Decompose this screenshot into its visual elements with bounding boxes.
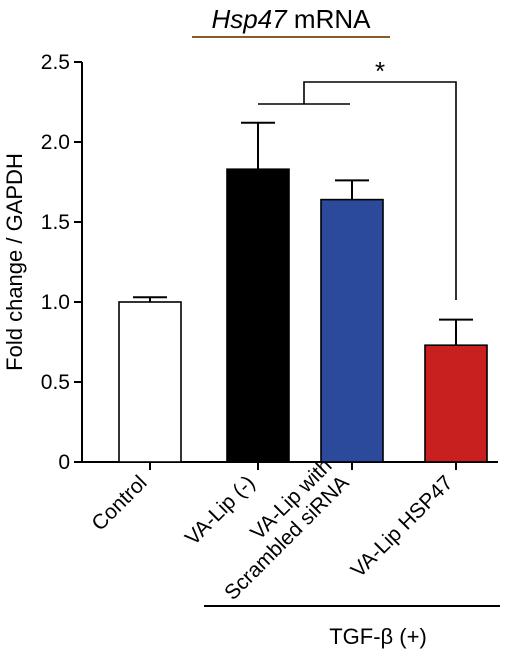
chart-title-suffix: mRNA [287, 4, 371, 34]
x-tick-label-line: VA-Lip (-) [181, 471, 260, 550]
x-tick-label: VA-Lip withScrambled siRNA [203, 454, 353, 604]
y-tick-label: 2.0 [41, 131, 70, 154]
y-tick-label: 1.5 [41, 211, 70, 234]
significance-asterisk: * [375, 56, 385, 86]
x-tick-label-line: VA-Lip HSP47 [347, 471, 458, 582]
bar [226, 168, 290, 463]
x-tick-label: Control [87, 471, 151, 535]
bar [118, 301, 182, 463]
x-tick-label: VA-Lip HSP47 [347, 471, 458, 582]
error-bars [133, 121, 473, 470]
bar [424, 344, 488, 463]
group-label: TGF-β (+) [329, 624, 427, 649]
y-ticks: 0 0.5 1.0 1.5 2.0 2.5 [41, 51, 82, 474]
significance-bracket [258, 81, 457, 300]
y-tick-label: 0 [58, 451, 70, 474]
y-tick-label: 2.5 [41, 51, 70, 74]
bars [118, 168, 488, 463]
y-axis-label: Fold change / GAPDH [2, 153, 27, 371]
chart-title: Hsp47 mRNA [212, 4, 372, 34]
x-tick-label: VA-Lip (-) [181, 471, 260, 550]
chart-title-gene: Hsp47 [212, 4, 289, 34]
y-tick-label: 0.5 [41, 371, 70, 394]
y-tick-label: 1.0 [41, 291, 70, 314]
x-tick-labels: Control VA-Lip (-)VA-Lip withScrambled si… [87, 454, 457, 604]
x-tick-label-line: Control [87, 471, 151, 535]
bar [320, 198, 384, 463]
